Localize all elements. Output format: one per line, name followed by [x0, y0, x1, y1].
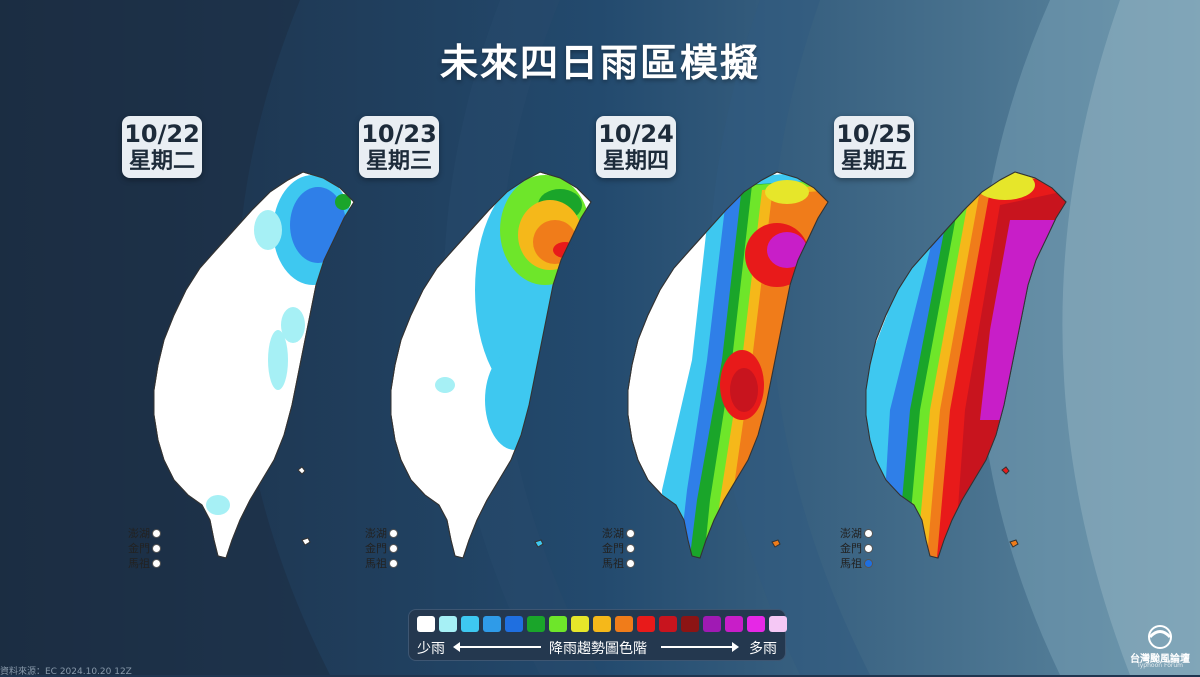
penghu-label: 澎湖 — [128, 527, 150, 540]
legend-swatch-11 — [659, 616, 677, 632]
legend-swatch-13 — [703, 616, 721, 632]
outlying-islands: 澎湖 金門 馬祖 — [128, 526, 161, 571]
outlying-islands: 澎湖 金門 馬祖 — [602, 526, 635, 571]
penghu-dot — [864, 529, 873, 538]
matsu-dot — [626, 559, 635, 568]
penghu-dot — [626, 529, 635, 538]
kinmen-label: 金門 — [840, 542, 862, 555]
date-label: 10/25 — [836, 120, 912, 148]
date-badge: 10/22 星期二 — [122, 116, 202, 178]
rain-map-3 — [627, 171, 829, 559]
matsu-label: 馬祖 — [602, 557, 624, 570]
weekday-label: 星期三 — [365, 149, 432, 174]
legend-swatch-12 — [681, 616, 699, 632]
date-label: 10/22 — [124, 120, 200, 148]
legend-swatch-2 — [461, 616, 479, 632]
matsu-dot — [152, 559, 161, 568]
matsu-dot — [389, 559, 398, 568]
legend-more-label: 多雨 — [749, 641, 777, 657]
kinmen-dot — [152, 544, 161, 553]
penghu-dot — [152, 529, 161, 538]
outlying-islands: 澎湖 金門 馬祖 — [840, 526, 873, 571]
legend-swatch-15 — [747, 616, 765, 632]
legend-title: 降雨趨勢圖色階 — [549, 641, 647, 657]
legend-less-label: 少雨 — [417, 641, 445, 657]
rain-map-1 — [153, 171, 355, 559]
rain-map-4 — [865, 171, 1067, 559]
matsu-label: 馬祖 — [365, 557, 387, 570]
rain-map-2 — [390, 171, 592, 559]
page-title: 未來四日雨區模擬 — [439, 41, 760, 85]
date-badge: 10/24 星期四 — [596, 116, 676, 178]
penghu-dot — [389, 529, 398, 538]
date-badge: 10/23 星期三 — [359, 116, 439, 178]
outlying-islands: 澎湖 金門 馬祖 — [365, 526, 398, 571]
rain-legend: 少雨 降雨趨勢圖色階 多雨 — [408, 609, 787, 661]
data-source: 資料來源：EC 2024.10.20 12Z — [0, 667, 132, 677]
weekday-label: 星期五 — [840, 149, 907, 174]
legend-swatch-14 — [725, 616, 743, 632]
legend-swatch-9 — [615, 616, 633, 632]
kinmen-label: 金門 — [602, 542, 624, 555]
date-badge: 10/25 星期五 — [834, 116, 914, 178]
legend-swatch-8 — [593, 616, 611, 632]
logo-sub: Typhoon Forum — [1137, 662, 1183, 669]
date-label: 10/24 — [598, 120, 674, 148]
forecast-panel-3: 10/24 星期四 澎湖 金門 馬祖 — [592, 110, 832, 580]
legend-swatches — [417, 616, 787, 632]
kinmen-label: 金門 — [128, 542, 150, 555]
kinmen-label: 金門 — [365, 542, 387, 555]
legend-swatch-0 — [417, 616, 435, 632]
matsu-label: 馬祖 — [128, 557, 150, 570]
weekday-label: 星期四 — [602, 149, 669, 174]
kinmen-dot — [864, 544, 873, 553]
kinmen-dot — [626, 544, 635, 553]
legend-swatch-1 — [439, 616, 457, 632]
date-label: 10/23 — [361, 120, 437, 148]
legend-swatch-10 — [637, 616, 655, 632]
forecast-panel-2: 10/23 星期三 澎湖 金門 馬祖 — [355, 110, 595, 580]
right-arrow-icon — [661, 642, 739, 652]
legend-swatch-6 — [549, 616, 567, 632]
typhoon-logo-icon — [1148, 625, 1172, 649]
legend-swatch-4 — [505, 616, 523, 632]
forum-logo: 台灣颱風論壇 Typhoon Forum — [1128, 624, 1192, 670]
matsu-dot — [864, 559, 873, 568]
kinmen-dot — [389, 544, 398, 553]
legend-swatch-5 — [527, 616, 545, 632]
legend-swatch-16 — [769, 616, 787, 632]
penghu-label: 澎湖 — [365, 527, 387, 540]
weekday-label: 星期二 — [128, 149, 195, 174]
left-arrow-icon — [453, 642, 541, 652]
forecast-panel-1: 10/22 星期二 澎湖 金門 馬祖 — [118, 110, 358, 580]
logo-name: 台灣颱風論壇 — [1130, 654, 1190, 665]
matsu-label: 馬祖 — [840, 557, 862, 570]
penghu-label: 澎湖 — [602, 527, 624, 540]
penghu-label: 澎湖 — [840, 527, 862, 540]
legend-swatch-7 — [571, 616, 589, 632]
forecast-panel-4: 10/25 星期五 澎湖 金門 馬祖 — [830, 110, 1070, 580]
legend-swatch-3 — [483, 616, 501, 632]
